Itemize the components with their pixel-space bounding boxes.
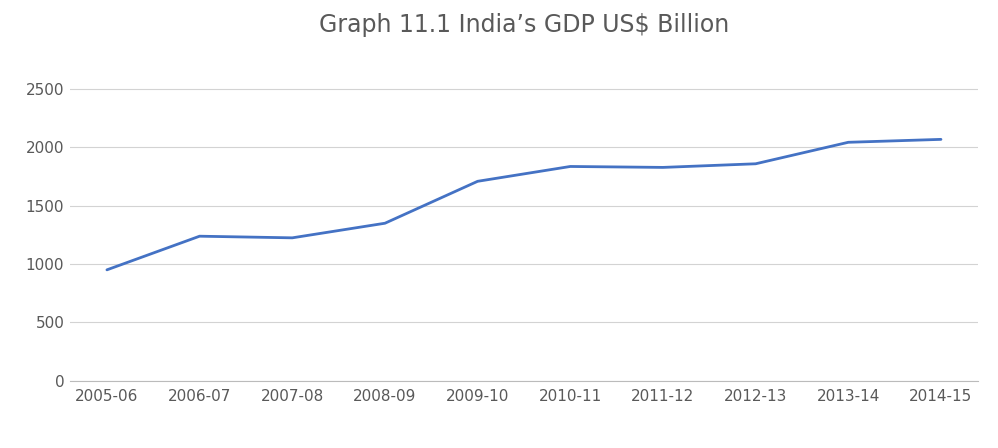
Title: Graph 11.1 India’s GDP US$ Billion: Graph 11.1 India’s GDP US$ Billion — [318, 13, 730, 37]
